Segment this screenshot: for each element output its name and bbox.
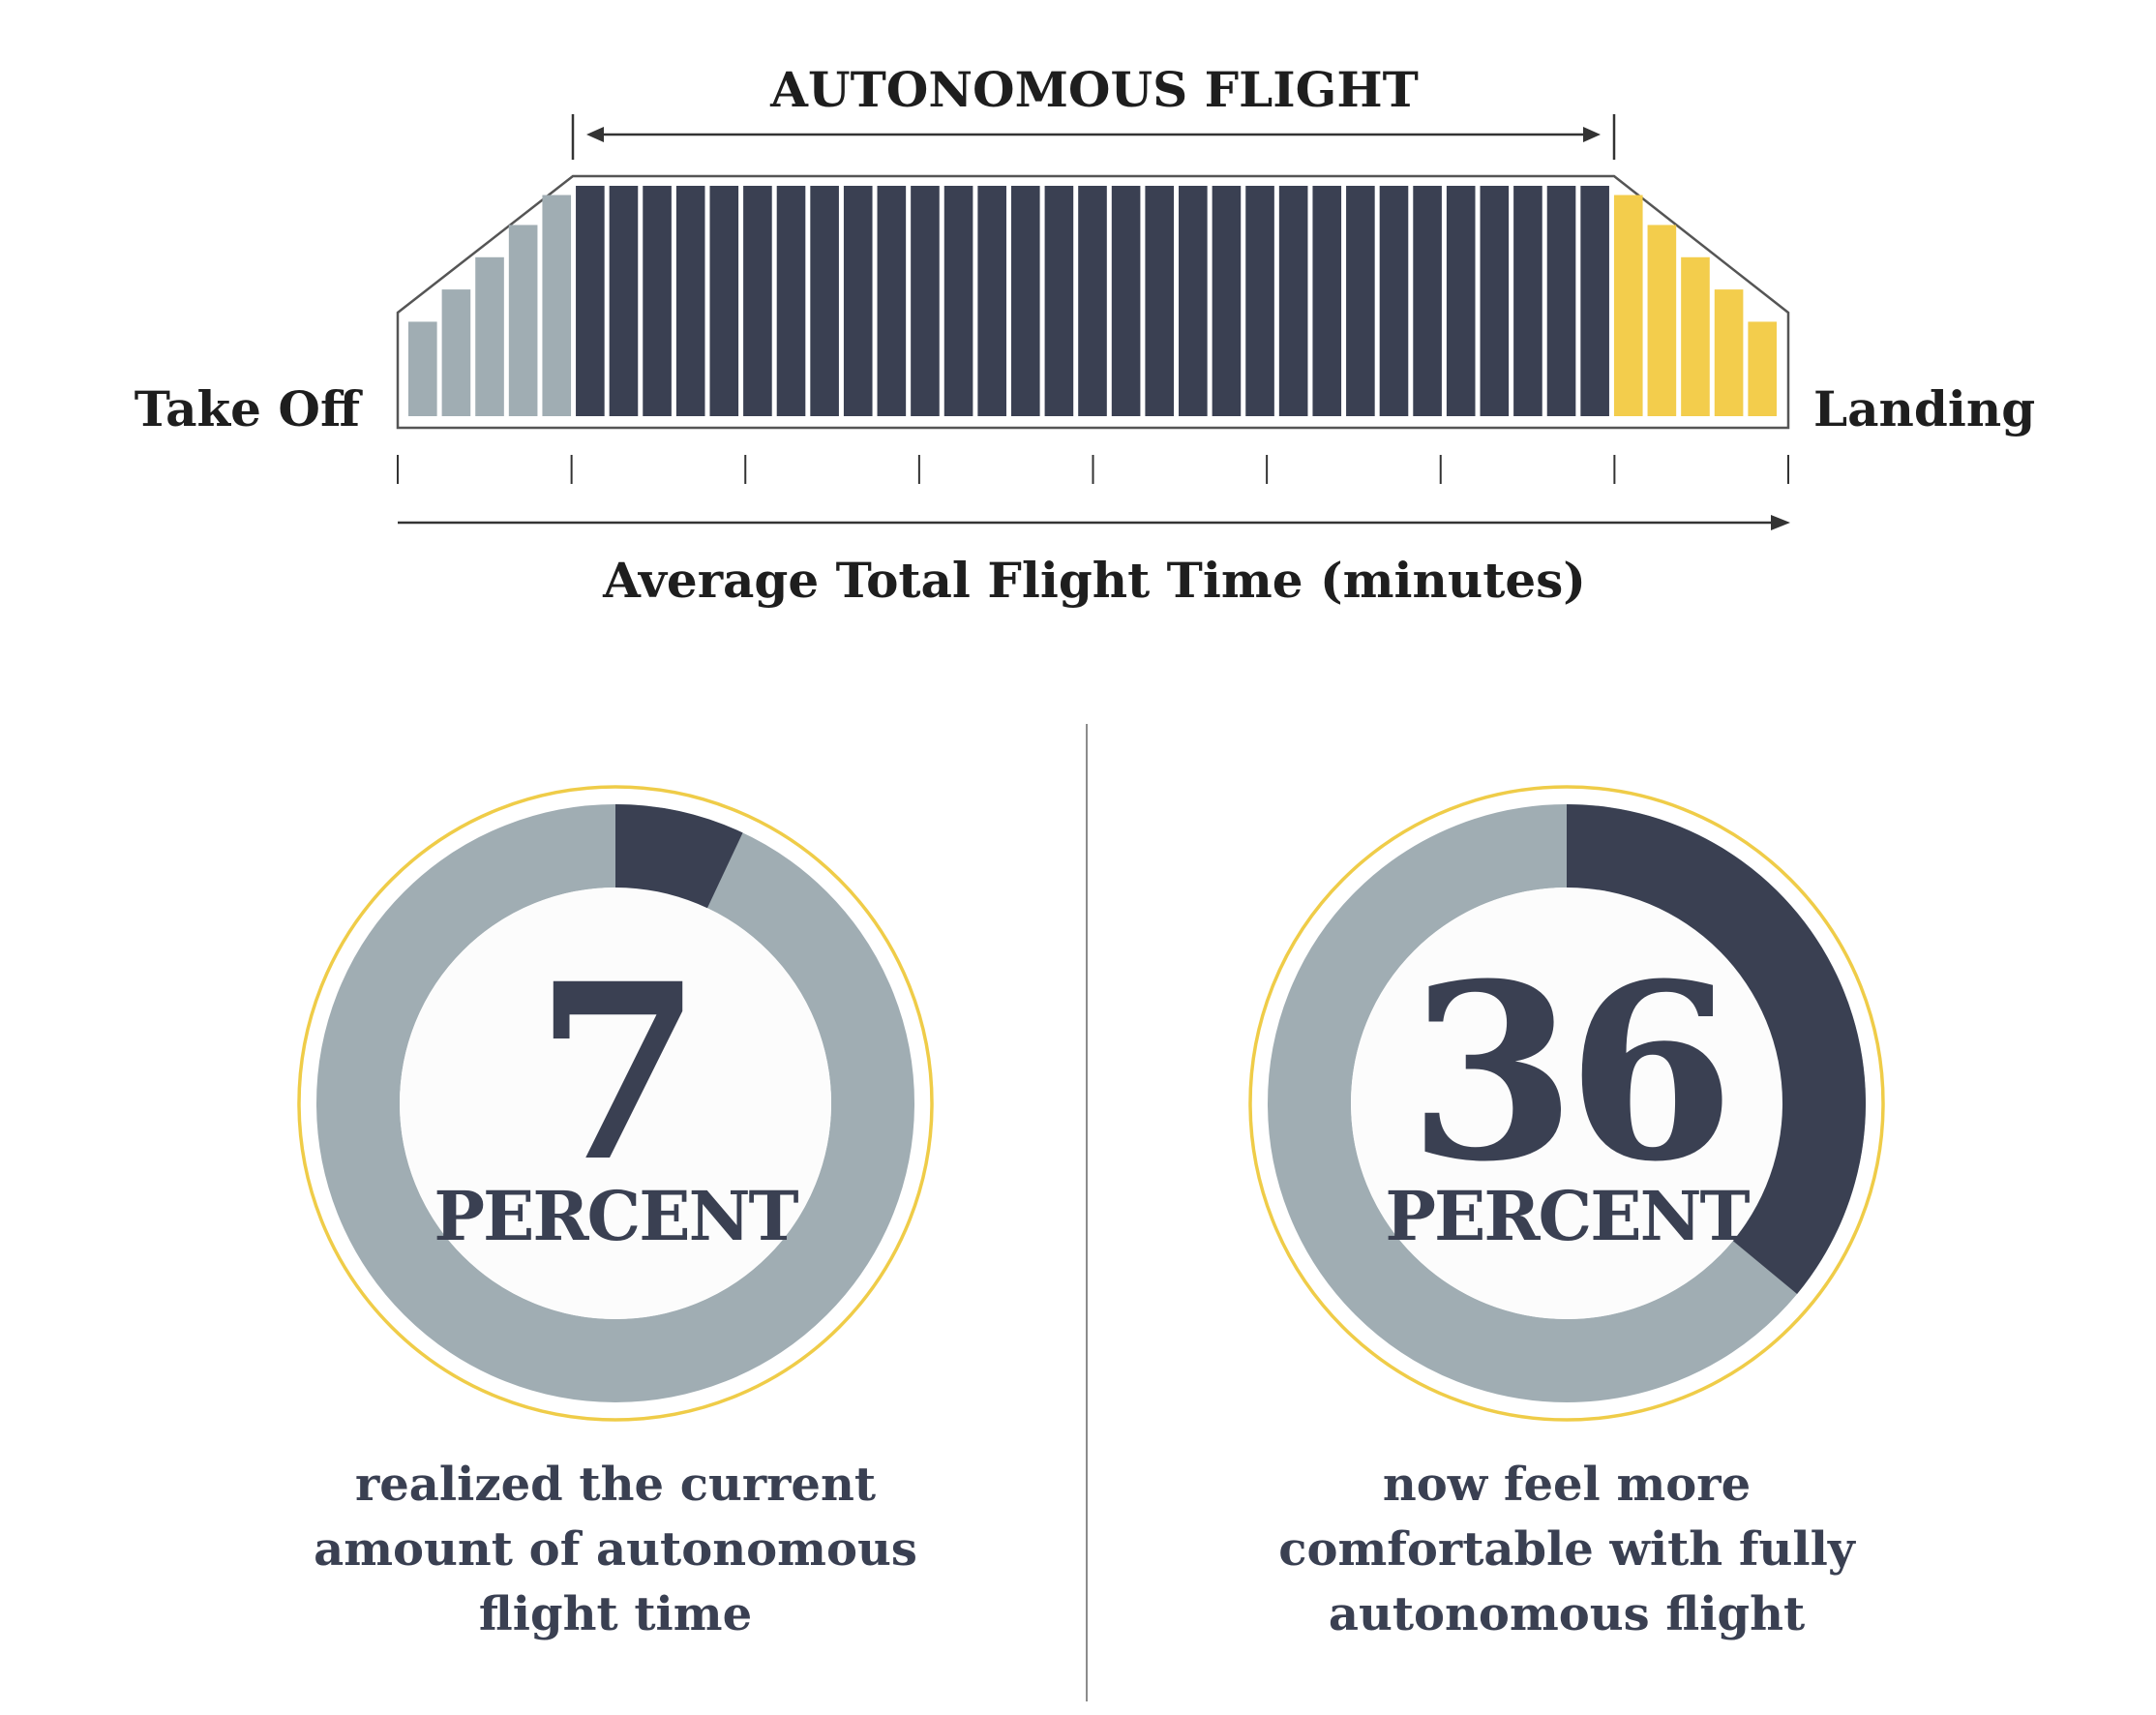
take-off-label: Take Off [135, 380, 363, 437]
timeline-bar [1446, 186, 1476, 416]
stat-caption-line-2: comfortable with fully [1278, 1522, 1857, 1577]
timeline-bar [1179, 186, 1208, 416]
timeline-bar [1278, 186, 1308, 416]
timeline-bar [475, 256, 504, 416]
timeline-bar [508, 225, 538, 416]
time-axis-ticks [397, 455, 1789, 484]
timeline-bar [1413, 186, 1442, 416]
timeline-bar [643, 186, 672, 416]
stat-caption-line-3: autonomous flight [1329, 1587, 1805, 1641]
stat-7-percent: 7 PERCENT realized the current amount of… [297, 785, 934, 1641]
stat-caption-line-1: realized the current [355, 1458, 876, 1512]
timeline-bar [877, 186, 907, 416]
timeline-bar [1513, 186, 1542, 416]
timeline-bar [709, 186, 739, 416]
timeline-bar [609, 186, 639, 416]
timeline-bar [675, 186, 705, 416]
stat-value: 36 [1408, 930, 1725, 1215]
time-axis-arrow [398, 515, 1790, 530]
stat-caption-line-2: amount of autonomous [314, 1522, 917, 1577]
timeline-bar [408, 321, 437, 416]
timeline-bar [1580, 186, 1609, 416]
timeline-bar [441, 289, 471, 416]
timeline-bar [943, 186, 973, 416]
autonomous-range-arrow [571, 114, 1616, 160]
timeline-bar [977, 186, 1006, 416]
donut-center [1351, 888, 1782, 1319]
autonomous-flight-title: AUTONOMOUS FLIGHT [769, 61, 1419, 118]
timeline-bar [1480, 186, 1510, 416]
timeline-bar [1010, 186, 1040, 416]
donut-center [400, 888, 831, 1319]
timeline-bar [911, 186, 940, 416]
stat-36-percent: 36 PERCENT now feel more comfortable wit… [1248, 785, 1885, 1641]
timeline-bar [810, 186, 839, 416]
timeline-bars [408, 186, 1777, 416]
stat-caption-line-3: flight time [479, 1587, 752, 1641]
timeline-bar [1714, 289, 1744, 416]
timeline-bar [1748, 321, 1777, 416]
time-axis-label: Average Total Flight Time (minutes) [602, 552, 1586, 609]
timeline-bar [576, 186, 605, 416]
timeline-bar [1111, 186, 1141, 416]
timeline-bar [1044, 186, 1074, 416]
timeline-bar [743, 186, 772, 416]
timeline-bar [1312, 186, 1342, 416]
timeline-bar [1245, 186, 1274, 416]
timeline-bar [1145, 186, 1175, 416]
stat-caption-line-1: now feel more [1383, 1458, 1751, 1512]
landing-label: Landing [1813, 380, 2035, 437]
timeline-bar [1546, 186, 1576, 416]
timeline-bar [1346, 186, 1375, 416]
timeline-bar [1681, 256, 1710, 416]
timeline-bar [1647, 225, 1677, 416]
timeline-bar [843, 186, 873, 416]
timeline-bar [1078, 186, 1107, 416]
flight-timeline-chart: AUTONOMOUS FLIGHT Take Off Landing Avera… [135, 61, 2035, 609]
timeline-bar [1212, 186, 1242, 416]
stat-unit: PERCENT [434, 1176, 798, 1256]
timeline-bar [1613, 195, 1643, 416]
timeline-bar [542, 195, 572, 416]
stat-unit: PERCENT [1385, 1176, 1750, 1256]
timeline-bar [776, 186, 806, 416]
stat-value: 7 [534, 930, 697, 1215]
timeline-bar [1379, 186, 1409, 416]
